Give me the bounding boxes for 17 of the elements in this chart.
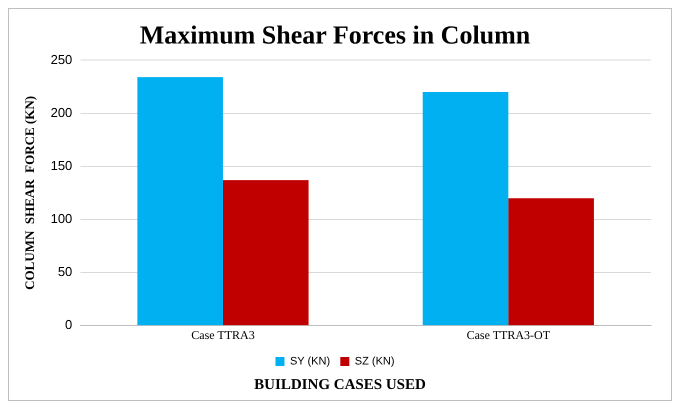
y-tick-label: 250	[50, 52, 72, 67]
y-tick-label: 200	[50, 104, 72, 120]
legend-label: SZ (KN)	[354, 356, 395, 368]
bar	[508, 198, 594, 326]
bar	[137, 77, 223, 326]
y-tick-label: 0	[65, 317, 72, 332]
legend-label: SY (KN)	[290, 356, 330, 368]
y-tick-label: 100	[50, 211, 72, 226]
y-axis-title: COLUMN SHEAR FORCE (KN)	[22, 96, 38, 290]
y-tick-label: 150	[50, 158, 72, 173]
bar	[222, 180, 309, 326]
x-tick-label: Case TTRA3-OT	[466, 328, 551, 342]
chart-title: Maximum Shear Forces in Column	[140, 20, 531, 50]
x-tick-label: Case TTRA3	[191, 328, 255, 342]
x-axis-title: BUILDING CASES USED	[253, 377, 427, 395]
y-tick-label: 50	[58, 264, 72, 280]
bar	[422, 92, 508, 326]
